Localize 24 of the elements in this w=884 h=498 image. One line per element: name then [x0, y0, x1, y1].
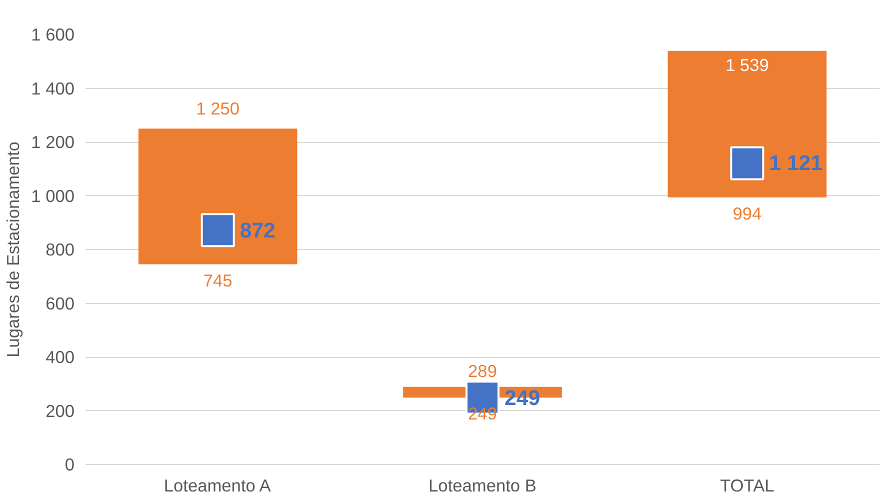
point: [730, 146, 764, 180]
annotation: 1 539: [725, 54, 769, 75]
annotation: 1 250: [196, 98, 240, 119]
annotation: 289: [468, 360, 497, 381]
bar: [138, 128, 298, 264]
point: [200, 213, 235, 248]
y-tick-label: 1 000: [31, 186, 75, 206]
y-tick-label: 400: [46, 347, 75, 367]
data-label: 872: [240, 218, 276, 243]
y-tick-label: 800: [46, 240, 75, 260]
annotation: 994: [732, 203, 762, 224]
x-tick-label: TOTAL: [720, 476, 775, 496]
x-tick-label: Loteamento B: [428, 476, 536, 496]
y-tick-label: 600: [46, 293, 75, 314]
y-axis-title: Lugares de Estacionamento: [3, 142, 24, 358]
data-label: 1 121: [769, 151, 823, 176]
y-tick-label: 0: [64, 454, 75, 474]
y-tick-label: 1 200: [31, 132, 75, 152]
x-tick-label: Loteamento A: [164, 476, 272, 496]
annotation: 745: [203, 270, 232, 290]
y-tick-label: 200: [46, 400, 75, 421]
y-tick-label: 1 400: [31, 78, 75, 98]
bar: [668, 50, 827, 198]
y-tick-label: 1 600: [31, 24, 75, 44]
